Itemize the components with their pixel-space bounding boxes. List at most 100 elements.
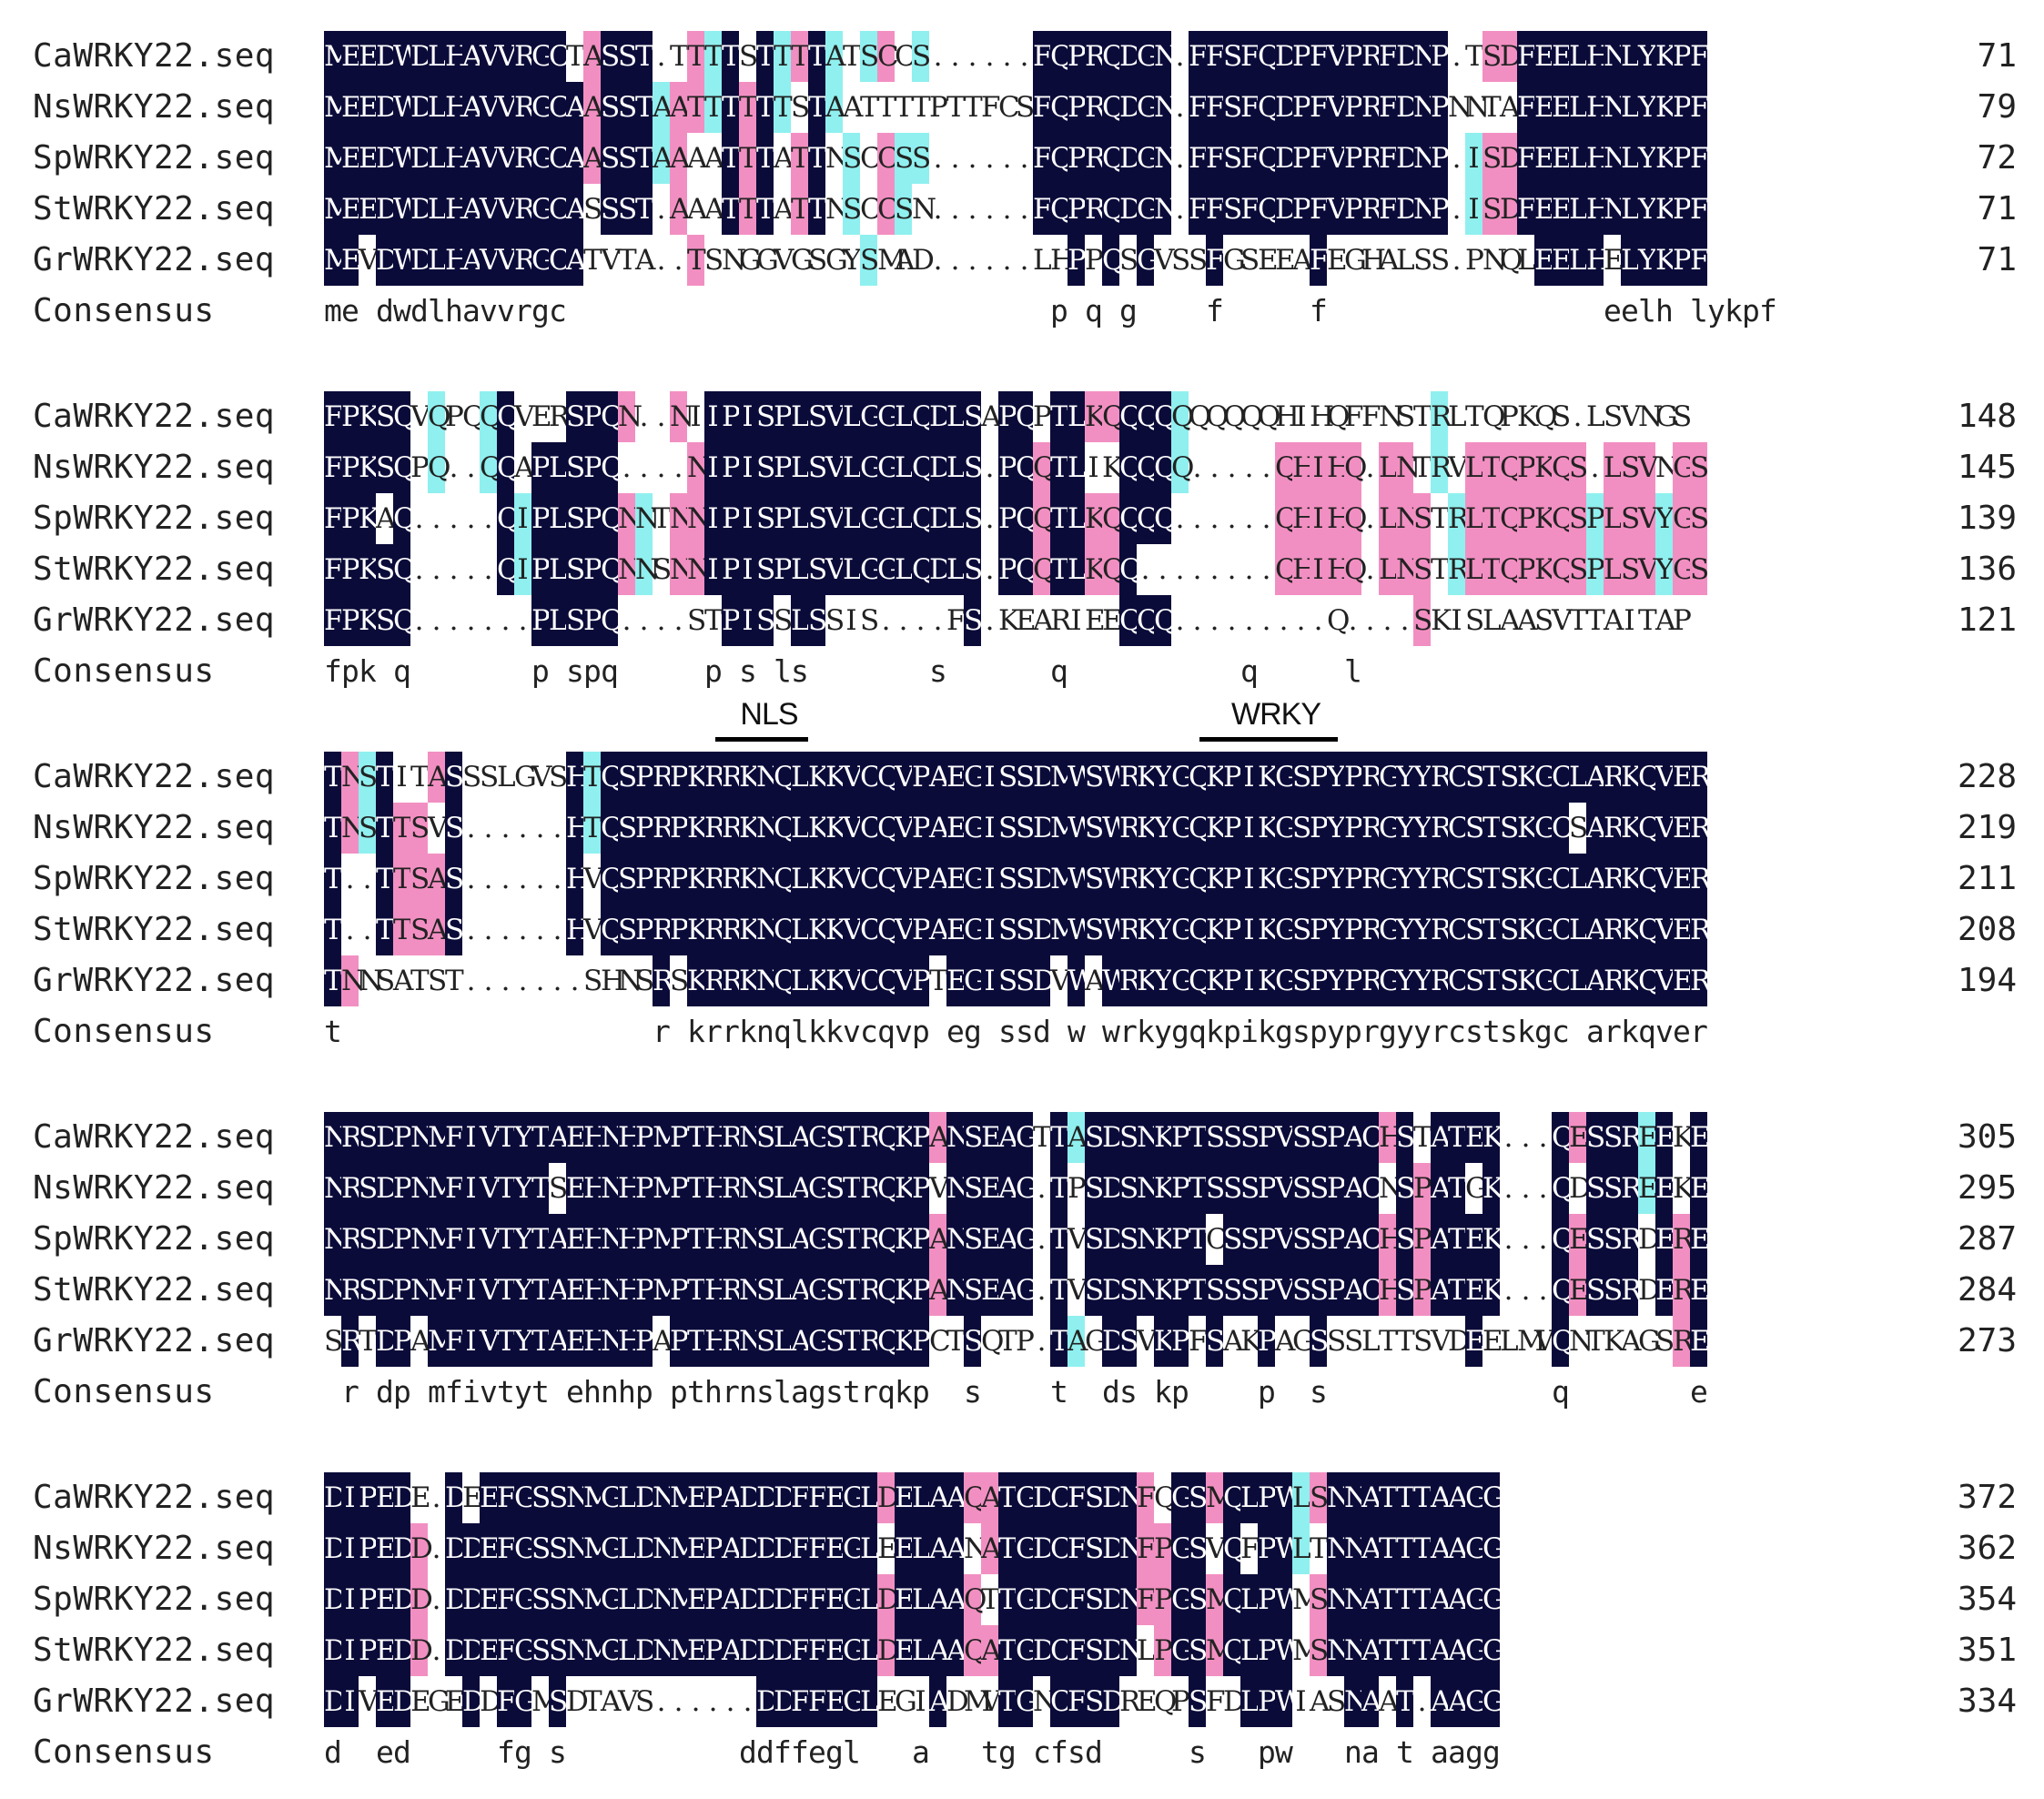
residue: P bbox=[912, 955, 931, 1006]
residue: V bbox=[1655, 854, 1675, 905]
residue: T bbox=[653, 502, 672, 535]
residue: . bbox=[552, 914, 562, 946]
residue: Y bbox=[1396, 803, 1414, 854]
residue: D bbox=[1223, 1685, 1246, 1718]
residue: D bbox=[376, 1265, 399, 1316]
residue: L bbox=[1465, 493, 1484, 544]
consensus-residue bbox=[912, 286, 929, 337]
consensus-residue: v bbox=[1655, 1014, 1674, 1049]
residue: S bbox=[549, 1172, 569, 1205]
residue-count: 71 bbox=[1977, 37, 2017, 75]
residue: E bbox=[825, 1523, 846, 1574]
consensus-residue: g bbox=[1465, 1734, 1483, 1770]
residue: L bbox=[1621, 133, 1640, 184]
residue: D bbox=[635, 1523, 658, 1574]
consensus-residue bbox=[1431, 286, 1448, 337]
residue: Q bbox=[1033, 493, 1056, 544]
residue: T bbox=[998, 1625, 1017, 1676]
consensus-residue bbox=[497, 1006, 514, 1057]
residue: P bbox=[341, 493, 360, 544]
residue: A bbox=[462, 133, 482, 184]
residue: S bbox=[549, 1625, 568, 1676]
consensus-residue: e bbox=[1621, 293, 1639, 328]
residue: T bbox=[497, 1316, 516, 1367]
residue: T bbox=[1586, 604, 1605, 637]
residue: F bbox=[324, 391, 344, 442]
residue: A bbox=[462, 31, 482, 82]
residue: L bbox=[912, 1574, 931, 1625]
residue: G bbox=[1275, 854, 1298, 905]
consensus-residue: p bbox=[1344, 1014, 1362, 1049]
residue: N bbox=[1344, 1676, 1369, 1727]
residue: L bbox=[1569, 905, 1588, 955]
residue: V bbox=[410, 400, 431, 433]
residue: S bbox=[756, 493, 775, 544]
residue: Q bbox=[497, 442, 520, 493]
residue: G bbox=[843, 1625, 865, 1676]
residue: D bbox=[1033, 1472, 1056, 1523]
residue: P bbox=[774, 493, 793, 544]
consensus-residue bbox=[445, 1727, 462, 1778]
consensus-residue: d bbox=[1033, 1014, 1051, 1049]
residue: Q bbox=[1189, 955, 1211, 1006]
residue: A bbox=[410, 1325, 431, 1358]
residue: S bbox=[1413, 244, 1433, 277]
consensus-residue bbox=[981, 1367, 998, 1418]
residue: M bbox=[1206, 1625, 1235, 1676]
residue: V bbox=[480, 133, 500, 184]
residue: P bbox=[929, 91, 948, 124]
residue: Y bbox=[1154, 854, 1172, 905]
residue: S bbox=[1292, 1265, 1311, 1316]
consensus-residue: s bbox=[998, 1014, 1017, 1049]
residue: A bbox=[774, 142, 794, 175]
residue: A bbox=[704, 142, 725, 175]
residue: F bbox=[1240, 82, 1260, 133]
residue: N bbox=[324, 1112, 349, 1163]
residue: R bbox=[1431, 955, 1452, 1006]
residue: F bbox=[1690, 82, 1710, 133]
residue: P bbox=[704, 1574, 723, 1625]
residue: S bbox=[808, 493, 827, 544]
residue: L bbox=[1569, 31, 1588, 82]
residue: C bbox=[1552, 955, 1573, 1006]
residue: A bbox=[929, 1472, 949, 1523]
consensus-residue: r bbox=[1361, 1014, 1380, 1049]
residue: E bbox=[1673, 955, 1694, 1006]
consensus-residue bbox=[1482, 286, 1500, 337]
residue: F bbox=[791, 1625, 811, 1676]
residue: L bbox=[1569, 955, 1588, 1006]
residue: . bbox=[466, 863, 476, 895]
residue: P bbox=[1310, 803, 1329, 854]
residue: Y bbox=[514, 1316, 532, 1367]
residue: A bbox=[1448, 1574, 1468, 1625]
residue: G bbox=[601, 1523, 623, 1574]
residue: V bbox=[480, 1112, 500, 1163]
residue: P bbox=[1033, 400, 1052, 433]
residue: S bbox=[1413, 595, 1432, 646]
consensus-residue bbox=[1068, 646, 1085, 697]
residue: F bbox=[445, 1112, 465, 1163]
consensus-residue bbox=[566, 286, 583, 337]
residue: S bbox=[1292, 1163, 1311, 1214]
residue: Q bbox=[774, 955, 796, 1006]
residue: . bbox=[414, 553, 424, 586]
residue: Q bbox=[1638, 854, 1661, 905]
consensus-residue bbox=[670, 1006, 687, 1057]
residue: T bbox=[774, 31, 793, 82]
residue: T bbox=[497, 1265, 516, 1316]
residue: P bbox=[393, 1163, 412, 1214]
residue: Q bbox=[393, 493, 416, 544]
residue: S bbox=[964, 391, 983, 442]
residue: S bbox=[1396, 400, 1416, 433]
residue: S bbox=[1413, 544, 1432, 595]
residue: G bbox=[1137, 184, 1159, 235]
residue: T bbox=[756, 184, 775, 235]
residue: S bbox=[1586, 1265, 1605, 1316]
residue: R bbox=[1604, 905, 1624, 955]
residue: A bbox=[998, 1112, 1018, 1163]
residue: S bbox=[825, 1316, 845, 1367]
residue: S bbox=[618, 31, 637, 82]
residue: S bbox=[825, 1214, 845, 1265]
residue: P bbox=[1154, 1625, 1173, 1676]
residue: Q bbox=[1102, 391, 1125, 442]
